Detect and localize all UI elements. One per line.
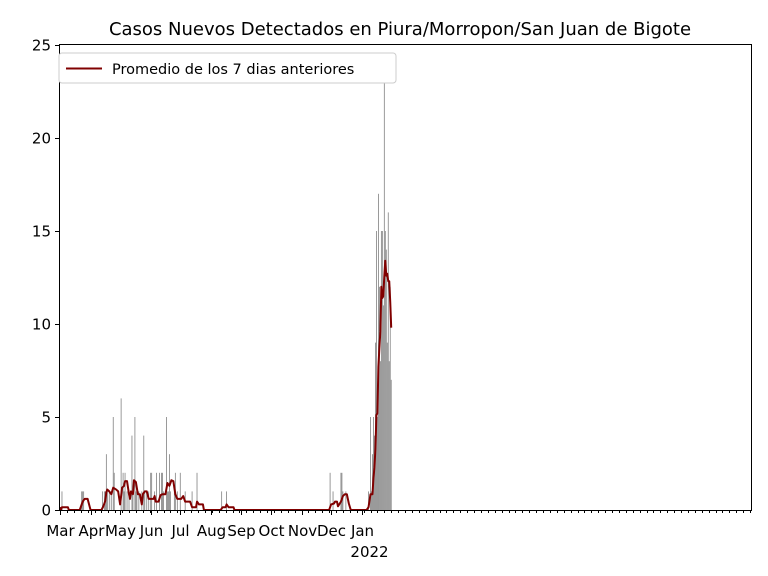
bar	[106, 491, 108, 510]
x-tick-label: Apr	[79, 522, 106, 540]
bar	[384, 231, 386, 510]
bar	[390, 379, 392, 510]
bar-series	[61, 63, 392, 511]
bar	[345, 491, 347, 510]
bar	[341, 472, 343, 510]
bar	[105, 454, 107, 510]
bar	[221, 491, 223, 510]
bar	[386, 342, 388, 510]
x-tick-label: Aug	[197, 522, 226, 540]
bar	[162, 472, 163, 510]
bar	[113, 472, 115, 510]
bar	[340, 472, 342, 510]
chart-title: Casos Nuevos Detectados en Piura/Morropo…	[109, 19, 691, 40]
bar	[332, 491, 334, 510]
bar	[101, 491, 103, 510]
bar	[169, 454, 170, 510]
x-tick-label: Oct	[259, 522, 285, 540]
bar	[387, 212, 389, 510]
y-tick-label: 5	[41, 409, 51, 427]
bar	[150, 472, 152, 510]
y-tick-label: 10	[32, 316, 51, 334]
bar	[159, 472, 160, 510]
x-ticks: Mar Apr May Jun Jul Aug Sep Oct Nov Dec Jan 2022	[46, 510, 751, 561]
bar	[163, 491, 164, 510]
bar	[144, 491, 146, 510]
bar	[166, 417, 167, 510]
x-tick-label: Dec	[317, 522, 346, 540]
bar	[167, 491, 168, 510]
x-tick-label: Jun	[139, 522, 163, 540]
bar	[389, 286, 391, 510]
bar	[176, 491, 178, 510]
bar	[342, 491, 344, 510]
axes	[59, 44, 752, 511]
bar	[179, 472, 181, 510]
bar	[371, 491, 372, 510]
average-line	[59, 259, 393, 511]
bar	[134, 417, 136, 510]
x-tick-label: Sep	[227, 522, 255, 540]
y-ticks: 0 5 10 15 20 25	[32, 37, 60, 520]
y-tick-label: 15	[32, 223, 51, 241]
x-tick-label: Nov	[288, 522, 317, 540]
bar	[124, 472, 126, 510]
bar	[148, 491, 150, 510]
bar	[379, 361, 381, 510]
bar	[131, 435, 133, 510]
bar	[385, 249, 387, 510]
bar	[122, 472, 124, 510]
bar	[161, 472, 162, 510]
bar	[170, 491, 171, 510]
bar	[136, 491, 138, 510]
bar	[128, 491, 130, 510]
bar	[191, 491, 193, 510]
x-year-label: 2022	[350, 543, 388, 561]
x-tick-label: Jan	[350, 522, 374, 540]
bar	[112, 417, 114, 510]
line-series	[59, 259, 393, 511]
bar	[126, 491, 128, 510]
bar	[226, 491, 227, 510]
bar	[120, 398, 122, 510]
bar	[61, 491, 63, 510]
bar	[373, 417, 374, 510]
bar	[138, 491, 140, 510]
x-tick-label: Jul	[170, 522, 189, 540]
bar	[329, 472, 331, 510]
bar	[196, 472, 198, 510]
bar	[173, 491, 175, 510]
bar	[110, 491, 112, 510]
bar	[132, 491, 134, 510]
bar	[378, 286, 380, 510]
bar	[108, 491, 110, 510]
y-tick-label: 20	[32, 130, 51, 148]
legend-box	[58, 52, 397, 84]
y-tick-label: 25	[32, 37, 51, 55]
bar	[382, 305, 384, 510]
bar	[376, 231, 377, 510]
x-tick-label: May	[105, 522, 136, 540]
bar	[370, 417, 371, 510]
bar	[156, 472, 157, 510]
legend: Promedio de los 7 dias anteriores	[58, 52, 397, 84]
bar	[168, 491, 169, 510]
bar	[380, 231, 382, 510]
bar	[381, 231, 383, 510]
bar	[135, 491, 137, 510]
bar	[151, 472, 153, 510]
bar	[81, 491, 83, 510]
bar	[377, 417, 378, 510]
y-tick-label: 0	[41, 502, 51, 520]
bar	[123, 491, 125, 510]
x-tick-label: Mar	[46, 522, 75, 540]
legend-label: Promedio de los 7 dias anteriores	[112, 62, 354, 78]
bar	[388, 361, 390, 510]
bar	[146, 491, 148, 510]
bar	[143, 435, 145, 510]
